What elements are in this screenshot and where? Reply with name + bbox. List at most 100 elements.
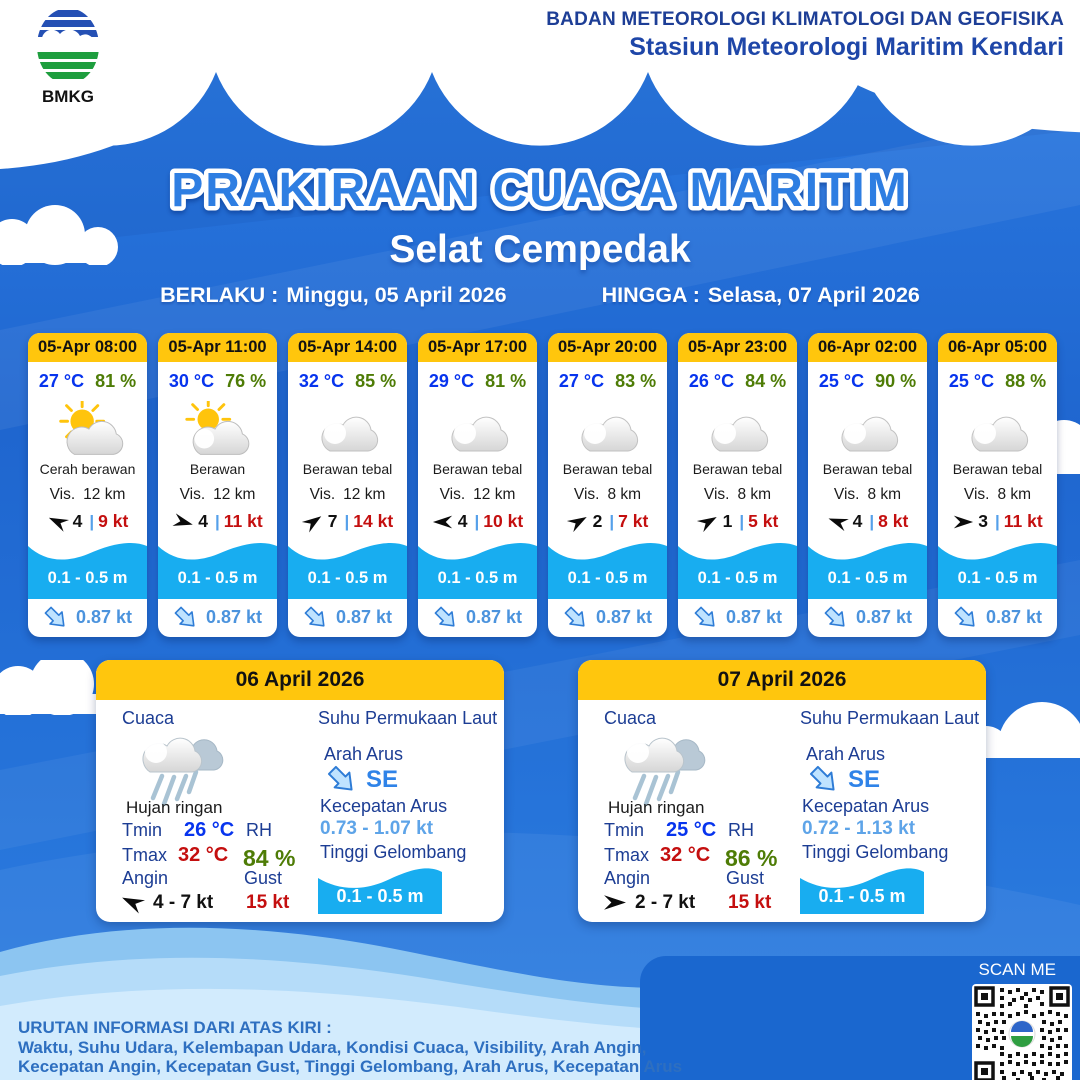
- forecast-time: 05-Apr 11:00: [158, 333, 277, 362]
- cloud-left-small: [0, 205, 118, 265]
- gust-speed: 9 kt: [98, 511, 129, 531]
- relative-humidity: 88 %: [1005, 371, 1047, 391]
- relative-humidity: 81 %: [95, 371, 137, 391]
- hourly-forecast-row: 05-Apr 08:00 27 °C 81 %: [28, 333, 1057, 637]
- visibility-label: Vis.: [179, 485, 206, 503]
- wave-crest-shape: [800, 868, 924, 914]
- cuaca-label: Cuaca: [604, 708, 657, 728]
- wave-crest-shape: [938, 542, 1057, 599]
- current-direction-icon: [327, 765, 353, 791]
- daily-wind-row: 4 - 7 kt: [120, 890, 213, 915]
- rh-label: RH: [246, 820, 272, 840]
- wave-height: 0.1 - 0.5 m: [437, 569, 518, 587]
- qr-code: [972, 984, 1072, 1080]
- hourly-forecast-card: 06-Apr 02:00 25 °C 90 %: [808, 333, 927, 637]
- wind-speed: 4: [198, 511, 209, 531]
- wind-row: 4 | 8 kt: [808, 507, 927, 536]
- weather-condition: Berawan: [189, 461, 246, 477]
- wind-row: 4 | 10 kt: [418, 507, 537, 536]
- daily-card-body: Cuaca Hujan ringan Tmin 26 °C Tmax: [96, 700, 504, 922]
- current-row: 0.87 kt: [938, 599, 1057, 636]
- hingga-label: HINGGA :: [601, 283, 700, 307]
- valid-until: HINGGA : Selasa, 07 April 2026: [602, 283, 920, 308]
- tinggi-gelombang-label: Tinggi Gelombang: [320, 842, 467, 862]
- daily-forecast-card: 06 April 2026 Cuaca Hujan ringan Tmin: [96, 660, 504, 922]
- bmkg-logo-label: BMKG: [42, 87, 94, 106]
- wind-speed: 4: [72, 511, 83, 531]
- visibility-value: 8 km: [737, 485, 772, 503]
- current-direction-icon: [824, 606, 845, 627]
- daily-forecast-row: 06 April 2026 Cuaca Hujan ringan Tmin: [96, 660, 986, 922]
- wave-crest-shape: [678, 542, 797, 599]
- weather-condition: Berawan tebal: [432, 461, 523, 477]
- current-direction-icon: [304, 606, 325, 627]
- rh-label: RH: [728, 820, 754, 840]
- weather-condition: Berawan tebal: [952, 461, 1043, 477]
- hourly-forecast-card: 05-Apr 08:00 27 °C 81 %: [28, 333, 147, 637]
- wind-row: 7 | 14 kt: [288, 507, 407, 536]
- daily-wind-value: 4 - 7 kt: [153, 891, 214, 913]
- scan-me-label: SCAN ME: [978, 960, 1056, 979]
- valid-from: BERLAKU : Minggu, 05 April 2026: [160, 283, 506, 308]
- separator: |: [89, 511, 95, 531]
- wind-direction-icon: [122, 897, 146, 914]
- visibility-value: 12 km: [343, 485, 386, 503]
- air-temperature: 25 °C: [948, 371, 995, 391]
- footer-legend: URUTAN INFORMASI DARI ATAS KIRI : Waktu,…: [18, 1018, 682, 1077]
- current-direction: SE: [366, 766, 399, 793]
- wave-crest-shape: [28, 542, 147, 599]
- agency-name: BADAN METEOROLOGI KLIMATOLOGI DAN GEOFIS…: [546, 9, 1064, 30]
- air-temperature: 27 °C: [558, 371, 605, 391]
- air-temperature: 29 °C: [428, 371, 475, 391]
- current-direction-icon: [954, 606, 975, 627]
- hourly-forecast-card: 05-Apr 20:00 27 °C 83 %: [548, 333, 667, 637]
- wind-direction-icon: [301, 515, 322, 533]
- forecast-time: 05-Apr 08:00: [28, 333, 147, 362]
- wave-crest-shape: [548, 542, 667, 599]
- visibility-value: 8 km: [997, 485, 1032, 503]
- daily-date: 06 April 2026: [96, 660, 504, 700]
- visibility-row: Vis. 8 km: [548, 482, 667, 507]
- wind-direction-icon: [604, 895, 626, 910]
- wave-height-band: 0.1 - 0.5 m: [938, 536, 1057, 599]
- wave-height: 0.1 - 0.5 m: [177, 569, 258, 587]
- wave-crest-shape: [318, 868, 442, 914]
- wave-height: 0.1 - 0.5 m: [307, 569, 388, 587]
- header-wave-shape: [0, 0, 1080, 169]
- air-temperature: 32 °C: [298, 371, 345, 391]
- visibility-row: Vis. 8 km: [938, 482, 1057, 507]
- forecast-time: 05-Apr 23:00: [678, 333, 797, 362]
- gust-speed: 11 kt: [1003, 511, 1043, 531]
- current-direction-row: SE: [808, 764, 880, 796]
- temp-humidity-row: 30 °C 76 %: [158, 362, 277, 398]
- current-row: 0.87 kt: [288, 599, 407, 636]
- rain-icon: [624, 737, 706, 806]
- relative-humidity: 76 %: [225, 371, 267, 391]
- tinggi-gelombang-label: Tinggi Gelombang: [802, 842, 949, 862]
- visibility-row: Vis. 12 km: [418, 482, 537, 507]
- qr-panel: SCAN ME: [640, 956, 1080, 1080]
- wind-direction-icon: [566, 516, 587, 532]
- visibility-label: Vis.: [573, 485, 600, 503]
- wind-speed: 4: [852, 511, 863, 531]
- station-name: Stasiun Meteorologi Maritim Kendari: [629, 32, 1064, 61]
- weather-icon: [678, 398, 797, 461]
- weather-icon: [288, 398, 407, 461]
- wave-height: 0.1 - 0.5 m: [697, 569, 778, 587]
- kecepatan-arus-label: Kecepatan Arus: [802, 796, 930, 816]
- temp-humidity-row: 25 °C 88 %: [938, 362, 1057, 398]
- current-row: 0.87 kt: [418, 599, 537, 636]
- separator: |: [609, 511, 615, 531]
- current-direction-icon: [434, 606, 455, 627]
- sst-label: Suhu Permukaan Laut: [800, 708, 980, 728]
- wave-height-band: 0.1 - 0.5 m: [158, 536, 277, 599]
- daily-gust-value: 15 kt: [728, 892, 772, 913]
- tmax-label: Tmax: [122, 845, 167, 865]
- wave-height-band: 0.1 - 0.5 m: [418, 536, 537, 599]
- validity-row: BERLAKU : Minggu, 05 April 2026 HINGGA : S…: [0, 283, 1080, 308]
- weather-icon: [28, 398, 147, 461]
- visibility-label: Vis.: [703, 485, 730, 503]
- forecast-time: 05-Apr 17:00: [418, 333, 537, 362]
- visibility-value: 12 km: [473, 485, 516, 503]
